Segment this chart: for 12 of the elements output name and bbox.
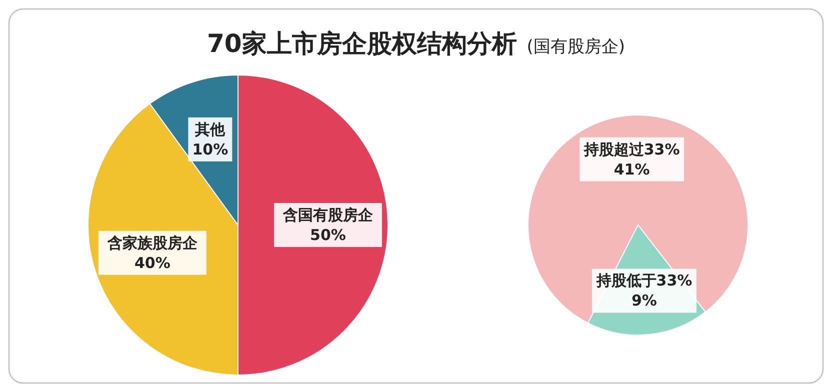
- data-label: 40%: [134, 254, 170, 272]
- data-label: 10%: [192, 140, 228, 158]
- data-label: 9%: [631, 292, 657, 310]
- slice-label: 持股低于33%: [595, 272, 692, 290]
- data-label: 41%: [614, 160, 650, 178]
- slice-label: 含家族股房企: [106, 234, 198, 252]
- data-label: 50%: [310, 226, 346, 244]
- chart-title: 70家上市房企股权结构分析: [206, 29, 517, 58]
- slice-label: 持股超过33%: [582, 140, 680, 158]
- slice-label: 含国有股房企: [282, 206, 374, 224]
- slice-label: 其他: [194, 120, 226, 138]
- text: (国有股房企): [526, 37, 626, 57]
